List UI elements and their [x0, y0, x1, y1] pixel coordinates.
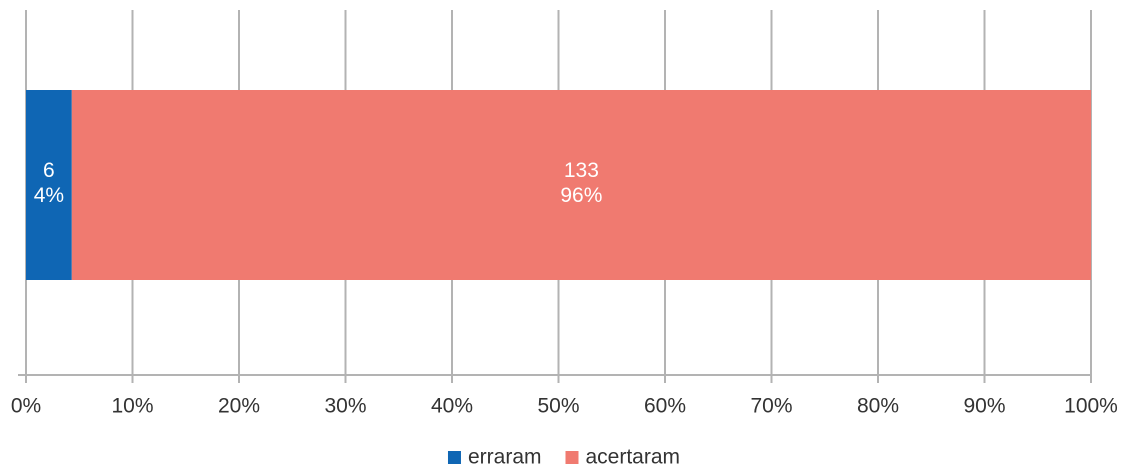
data-label-percent: 4%: [34, 184, 64, 207]
data-label-percent: 96%: [560, 184, 602, 207]
legend-label: erraram: [468, 446, 542, 468]
x-tick-label: 50%: [537, 395, 579, 418]
legend-swatch: [565, 451, 579, 464]
x-tick-label: 30%: [324, 395, 366, 418]
x-tick-label: 20%: [218, 395, 260, 418]
x-tick-label: 10%: [111, 395, 153, 418]
legend-swatch: [447, 451, 461, 464]
x-tick-label: 60%: [644, 395, 686, 418]
data-label-count: 133: [564, 159, 599, 182]
x-tick-label: 70%: [750, 395, 792, 418]
x-tick-label: 40%: [431, 395, 473, 418]
legend: erraram acertaram: [447, 446, 680, 468]
x-tick-label: 100%: [1064, 395, 1118, 418]
x-tick-label: 80%: [857, 395, 899, 418]
data-label-count: 6: [43, 159, 55, 182]
data-label: 6 4%: [34, 159, 64, 207]
x-tick-label: 0%: [11, 395, 41, 418]
bar-segment: [71, 90, 1092, 280]
data-label: 133 96%: [560, 159, 602, 207]
bar-segment: [26, 90, 72, 280]
x-tick-label: 90%: [963, 395, 1005, 418]
legend-label: acertaram: [585, 446, 680, 468]
